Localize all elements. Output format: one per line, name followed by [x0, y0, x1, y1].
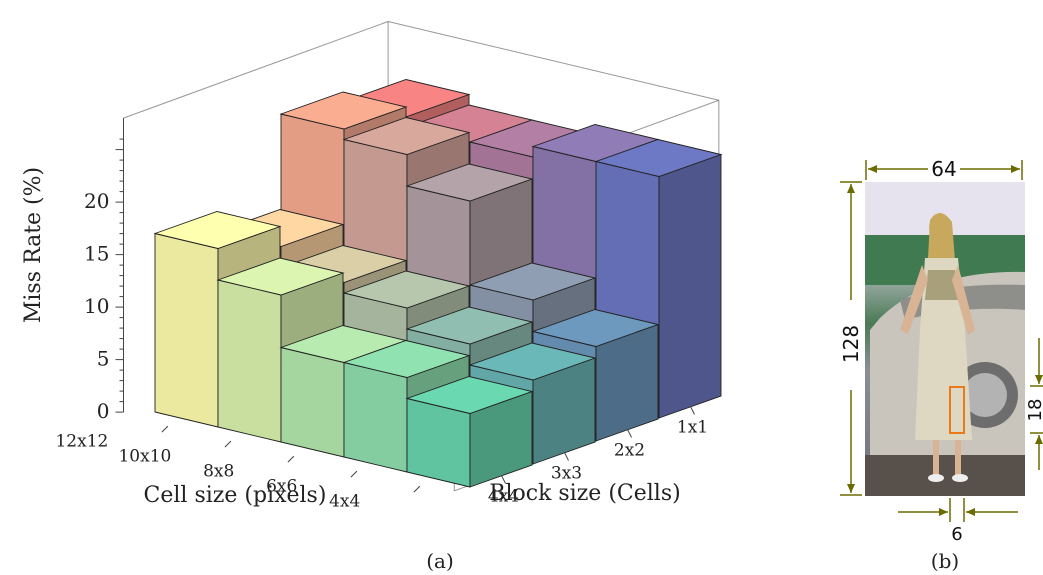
x-axis-label: Cell size (pixels) — [144, 483, 327, 508]
z-axis-label: Block size (Cells) — [489, 481, 680, 506]
panel-b-caption: (b) — [931, 549, 959, 573]
cell-size-tick: 4x4 — [329, 492, 360, 512]
y-tick-label: 0 — [97, 399, 110, 423]
y-tick-label: 5 — [97, 347, 110, 371]
block-size-tick: 2x2 — [614, 441, 645, 461]
block-size-tick: 1x1 — [677, 418, 708, 438]
y-tick-label: 10 — [84, 294, 109, 318]
y-tick-label: 20 — [84, 189, 109, 213]
panel-b: 64 128 18 6 — [839, 157, 1043, 573]
pedestrian-photo — [865, 182, 1025, 496]
y-axis: 0 5 10 15 20 — [84, 118, 123, 423]
cell-size-tick: 8x8 — [203, 462, 234, 482]
height-label: 128 — [839, 325, 863, 363]
panel-a-caption: (a) — [426, 549, 454, 573]
bars-group — [155, 80, 721, 488]
cell-size-tick: 12x12 — [55, 432, 108, 452]
y-axis-label: Miss Rate (%) — [21, 167, 46, 323]
window-width-dimension — [898, 498, 1018, 522]
window-width-label: 6 — [951, 524, 962, 545]
window-height-label: 18 — [1025, 399, 1043, 422]
bar-4x4-4x4 — [407, 377, 532, 488]
cell-size-tick: 10x10 — [118, 447, 171, 467]
width-label: 64 — [931, 157, 956, 181]
y-tick-label: 15 — [84, 242, 109, 266]
